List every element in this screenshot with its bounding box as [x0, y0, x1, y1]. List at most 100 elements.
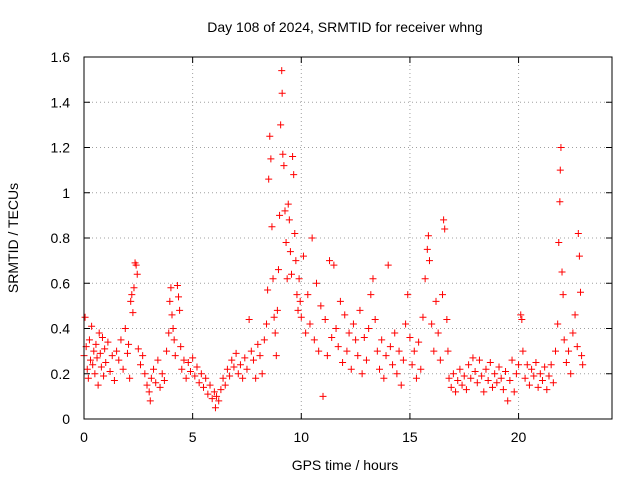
- data-point: [163, 347, 171, 355]
- data-point: [371, 315, 379, 323]
- data-point: [146, 397, 154, 405]
- y-axis-label: SRMTID / TECUs: [5, 183, 21, 293]
- data-point: [143, 381, 151, 389]
- data-point: [341, 311, 349, 319]
- data-point: [170, 336, 178, 344]
- data-point: [421, 275, 429, 283]
- data-point: [271, 329, 279, 337]
- data-point: [176, 306, 184, 314]
- x-tick-label: 20: [511, 429, 527, 445]
- data-point: [356, 306, 364, 314]
- data-point: [277, 121, 285, 129]
- data-point: [434, 329, 442, 337]
- data-point: [193, 363, 201, 371]
- data-point: [219, 374, 227, 382]
- data-point: [519, 347, 527, 355]
- y-tick-label: 1.4: [51, 94, 71, 110]
- data-point: [145, 388, 153, 396]
- data-point: [87, 356, 95, 364]
- data-point: [267, 155, 275, 163]
- data-point: [360, 334, 368, 342]
- data-point: [285, 216, 293, 224]
- data-point: [208, 395, 216, 403]
- data-point: [160, 377, 168, 385]
- data-point: [230, 363, 238, 371]
- data-point: [478, 372, 486, 380]
- data-point: [182, 374, 190, 382]
- tick-labels: 0 5 10 15 20 0 0.2 0.4 0.6 0.8 1 1.2 1.4 1.6: [51, 49, 527, 445]
- data-point: [358, 370, 366, 378]
- data-point: [376, 365, 384, 373]
- data-point: [373, 347, 381, 355]
- data-point: [378, 336, 386, 344]
- data-point: [254, 340, 262, 348]
- data-point: [543, 386, 551, 394]
- data-point: [541, 363, 549, 371]
- data-point: [491, 370, 499, 378]
- data-point: [272, 352, 280, 360]
- data-point: [168, 311, 176, 319]
- data-point: [133, 270, 141, 278]
- data-point: [452, 388, 460, 396]
- data-point: [545, 372, 553, 380]
- y-tick-label: 0.6: [51, 275, 71, 291]
- data-point: [465, 361, 473, 369]
- data-point: [295, 275, 303, 283]
- data-point: [213, 392, 221, 400]
- data-point: [108, 352, 116, 360]
- data-point: [504, 397, 512, 405]
- data-point: [534, 383, 542, 391]
- data-point: [410, 347, 418, 355]
- data-point: [334, 343, 342, 351]
- data-point: [449, 370, 457, 378]
- data-point: [276, 211, 284, 219]
- data-point: [265, 175, 273, 183]
- data-point: [382, 352, 390, 360]
- data-point: [141, 370, 149, 378]
- data-point: [90, 347, 98, 355]
- data-point: [508, 356, 516, 364]
- data-point: [578, 352, 586, 360]
- data-point: [556, 198, 564, 206]
- data-point: [567, 370, 575, 378]
- data-point: [560, 336, 568, 344]
- data-point: [391, 329, 399, 337]
- data-point: [269, 275, 277, 283]
- data-point: [499, 386, 507, 394]
- data-point: [260, 336, 268, 344]
- data-point: [343, 347, 351, 355]
- data-point: [180, 356, 188, 364]
- data-point: [169, 325, 177, 332]
- data-point: [441, 225, 449, 233]
- data-point: [352, 336, 360, 344]
- data-point: [518, 315, 526, 323]
- data-point: [291, 229, 299, 237]
- data-point: [239, 374, 247, 382]
- data-point: [165, 329, 173, 337]
- data-point: [436, 356, 444, 364]
- data-point: [297, 313, 305, 321]
- data-point: [339, 358, 347, 366]
- data-point: [525, 381, 533, 389]
- data-point: [512, 370, 520, 378]
- data-point: [294, 306, 302, 314]
- data-point: [454, 377, 462, 385]
- data-point: [365, 325, 373, 332]
- data-point: [467, 374, 475, 382]
- data-point: [417, 365, 425, 373]
- data-point: [150, 365, 158, 373]
- data-point: [278, 89, 286, 97]
- data-point: [495, 363, 503, 371]
- data-point: [289, 153, 297, 161]
- data-point: [547, 361, 555, 369]
- y-tick-label: 1.6: [51, 49, 71, 65]
- data-point: [419, 313, 427, 321]
- data-point: [484, 377, 492, 385]
- data-point: [210, 388, 218, 396]
- data-point: [202, 374, 210, 382]
- data-point: [217, 386, 225, 394]
- data-point: [178, 365, 186, 373]
- data-point: [308, 234, 316, 242]
- data-point: [292, 257, 300, 265]
- data-point: [88, 322, 96, 330]
